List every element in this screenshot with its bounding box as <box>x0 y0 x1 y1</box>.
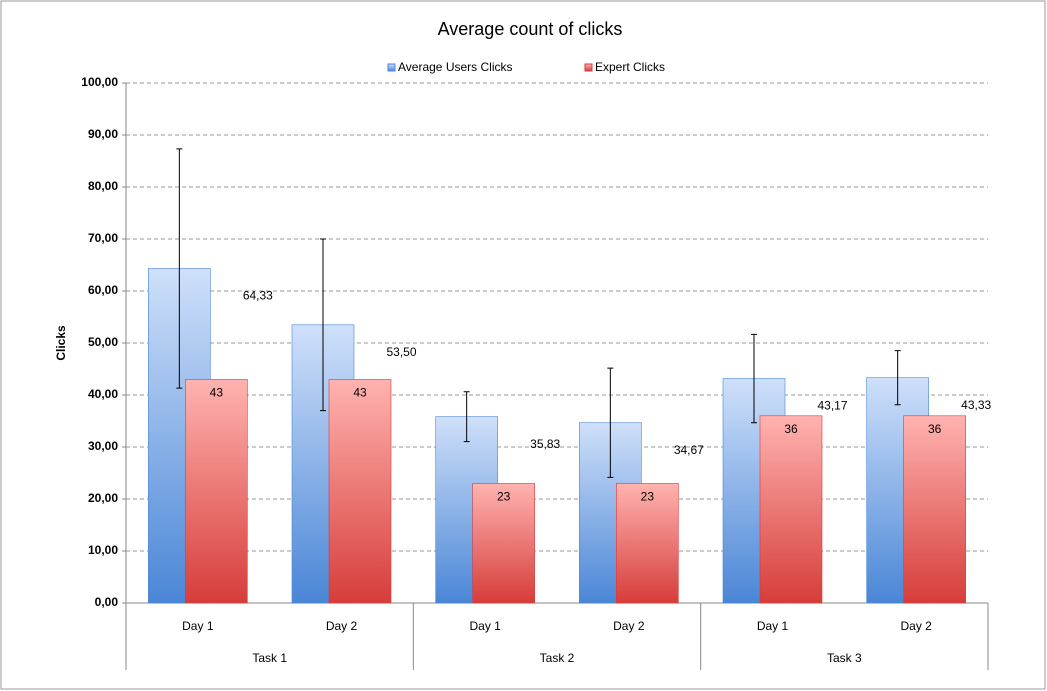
y-tick-label: 80,00 <box>88 179 118 193</box>
y-tick-label: 20,00 <box>88 491 118 505</box>
legend-swatch <box>584 63 593 72</box>
data-label: 53,50 <box>386 345 416 359</box>
error-bar <box>176 148 183 389</box>
group-label: Task 3 <box>827 651 862 665</box>
y-tick-label: 30,00 <box>88 439 118 453</box>
error-bar <box>751 333 757 424</box>
x-tick-label: Day 2 <box>900 619 932 633</box>
group-label: Task 2 <box>540 651 575 665</box>
data-label: 43,33 <box>961 398 991 412</box>
bar <box>328 379 392 604</box>
bar <box>185 379 248 604</box>
x-tick-label: Day 1 <box>469 619 501 633</box>
data-label: 43 <box>210 386 224 400</box>
bar <box>759 415 823 604</box>
x-tick-label: Day 2 <box>613 619 645 633</box>
y-tick-label: 50,00 <box>88 335 118 349</box>
legend-label: Expert Clicks <box>595 60 665 74</box>
data-label: 64,33 <box>243 289 273 303</box>
error-bar <box>320 238 326 412</box>
bar <box>616 483 679 604</box>
bar <box>472 483 535 604</box>
error-bar <box>607 367 614 478</box>
y-tick-label: 70,00 <box>88 231 118 245</box>
data-label: 23 <box>641 490 655 504</box>
y-tick-label: 100,00 <box>81 75 118 89</box>
error-bar <box>894 350 901 406</box>
y-tick-label: 0,00 <box>95 595 119 609</box>
x-tick-label: Day 1 <box>182 619 214 633</box>
y-tick-label: 90,00 <box>88 127 118 141</box>
bar <box>903 415 966 604</box>
data-label: 23 <box>497 490 511 504</box>
data-label: 43,17 <box>817 399 847 413</box>
x-tick-label: Day 1 <box>757 619 789 633</box>
chart-title: Average count of clicks <box>438 19 623 39</box>
legend-swatch <box>387 63 396 72</box>
y-tick-label: 10,00 <box>88 543 118 557</box>
legend-label: Average Users Clicks <box>398 60 512 74</box>
data-label: 36 <box>928 422 942 436</box>
group-label: Task 1 <box>252 651 287 665</box>
y-tick-label: 60,00 <box>88 283 118 297</box>
data-label: 34,67 <box>674 443 704 457</box>
data-label: 43 <box>353 386 367 400</box>
x-tick-label: Day 2 <box>326 619 358 633</box>
y-tick-label: 40,00 <box>88 387 118 401</box>
data-label: 36 <box>784 422 798 436</box>
data-label: 35,83 <box>530 437 560 451</box>
error-bar <box>463 391 470 443</box>
y-axis-label: Clicks <box>54 325 68 361</box>
